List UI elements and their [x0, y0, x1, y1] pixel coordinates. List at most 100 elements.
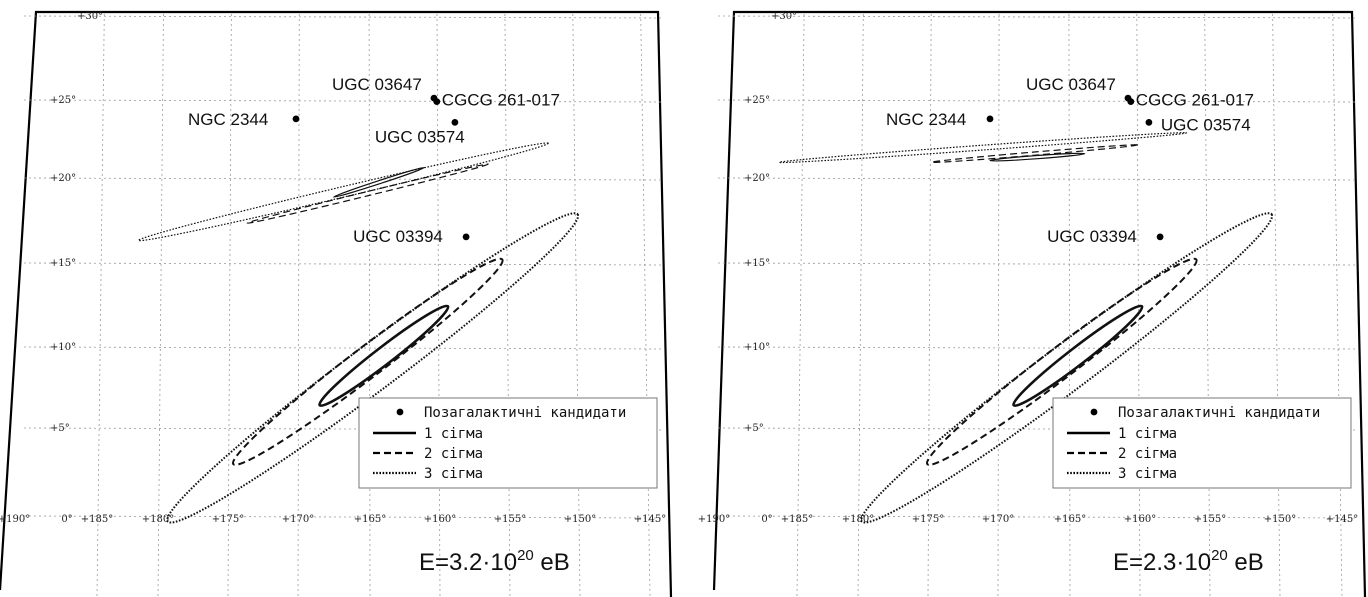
grid-line-h-1	[23, 99, 665, 103]
y-tick-label: +25°	[50, 95, 76, 106]
legend-label-s1: 1 сігма	[424, 426, 483, 442]
y-tick-label: +30°	[771, 11, 797, 22]
x-tick-label: +170°	[282, 514, 314, 525]
legend-label-points: Позагалактичні кандидати	[424, 405, 626, 421]
candidate-label: UGC 03394	[1047, 227, 1137, 246]
x-tick-label: +190°	[0, 514, 30, 525]
ellipse-2-sigma-1	[231, 257, 504, 466]
grid-line-h-5	[717, 427, 1359, 431]
candidate-label: UGC 03647	[1026, 75, 1116, 94]
y-tick-label: +20°	[744, 173, 770, 184]
ellipse-3-sigma-2	[860, 212, 1274, 524]
ellipse-1-sigma-0	[318, 304, 450, 408]
y-tick-label: +5°	[50, 423, 70, 434]
grid-line-h-5	[23, 427, 665, 431]
grid-line-v-0	[796, 13, 805, 597]
legend-point-marker	[396, 408, 404, 416]
x-tick-label: +145°	[634, 514, 666, 525]
grid-line-v-3	[997, 13, 1000, 597]
candidate-point	[1127, 98, 1135, 105]
grid-line-h-6	[717, 515, 1359, 519]
grid-line-h-3	[23, 262, 665, 266]
x-tick-label: +165°	[1054, 514, 1086, 525]
candidate-point	[462, 233, 470, 241]
grid-line-h-1	[717, 99, 1359, 103]
ellipse-2-sigma-4	[246, 163, 489, 224]
grid-line-h-3	[717, 262, 1359, 266]
x-tick-label: 0°	[61, 514, 72, 525]
ellipse-2-sigma-4	[930, 144, 1139, 164]
candidate-label: CGCG 261-017	[1136, 91, 1254, 110]
x-tick-label: +150°	[564, 514, 596, 525]
energy-annotation: E=3.2·1020 eB	[419, 547, 570, 576]
candidate-label: UGC 03574	[375, 127, 465, 146]
plot-frame	[712, 10, 1367, 597]
grid-line-h-2	[717, 177, 1359, 181]
x-tick-label: +155°	[494, 514, 526, 525]
x-tick-label: 0°	[761, 514, 772, 525]
x-tick-label: +180°	[842, 514, 874, 525]
grid-line-v-8	[640, 13, 651, 597]
legend-label-s2: 2 сігма	[424, 446, 483, 462]
candidate-label: NGC 2344	[886, 110, 966, 129]
y-tick-label: +5°	[744, 423, 764, 434]
grid-line-v-6	[504, 13, 511, 597]
legend-label-s3: 3 сігма	[1118, 466, 1177, 482]
grid-line-v-1	[157, 13, 164, 597]
ellipse-1-sigma-0	[1012, 304, 1144, 408]
candidate-point	[292, 115, 300, 123]
x-tick-label: +165°	[354, 514, 386, 525]
energy-annotation: E=2.3·1020 eB	[1113, 547, 1264, 576]
ellipse-3-sigma-5	[778, 132, 1188, 164]
grid-line-v-7	[1272, 13, 1281, 597]
ellipse-2-sigma-1	[925, 257, 1198, 466]
grid-line-v-8	[1332, 13, 1343, 597]
x-tick-label: +190°	[698, 514, 730, 525]
candidate-label: UGC 03394	[353, 227, 443, 246]
y-tick-label: +25°	[744, 95, 770, 106]
grid-line-v-6	[1204, 13, 1211, 597]
grid-line-v-2	[927, 13, 932, 597]
x-tick-label: +175°	[212, 514, 244, 525]
ellipse-1-sigma-3	[333, 166, 425, 198]
candidate-label: UGC 03574	[1161, 115, 1251, 134]
legend: Позагалактичні кандидати 1 сігма 2 сігма 3 …	[1052, 397, 1352, 489]
grid-line-v-4	[1068, 13, 1071, 597]
candidate-label: NGC 2344	[188, 110, 268, 129]
y-tick-label: +15°	[744, 258, 770, 269]
legend-label-points: Позагалактичні кандидати	[1118, 405, 1320, 421]
chart-panel-2: +30° +25° +20° +15° +10° +5° +190° 0° +185° +180°…	[698, 10, 1367, 597]
x-tick-label: +155°	[1194, 514, 1226, 525]
candidate-point	[986, 115, 994, 123]
legend: Позагалактичні кандидати 1 сігма 2 сігма 3 …	[358, 397, 658, 489]
grid-line-h-0	[717, 15, 1359, 19]
legend-point-marker	[1090, 408, 1098, 416]
ellipse-3-sigma-5	[137, 142, 549, 242]
candidate-point	[1156, 233, 1164, 241]
grid-line-v-2	[227, 13, 232, 597]
candidate-label: CGCG 261-017	[442, 91, 560, 110]
y-tick-label: +30°	[77, 11, 103, 22]
x-tick-label: +145°	[1326, 514, 1358, 525]
grid-line-h-0	[23, 15, 665, 19]
grid-line-v-7	[572, 13, 581, 597]
legend-label-s3: 3 сігма	[424, 466, 483, 482]
candidate-label: UGC 03647	[332, 75, 422, 94]
candidate-point	[433, 98, 441, 105]
grid-line-h-6	[23, 515, 665, 519]
x-tick-label: +185°	[81, 514, 113, 525]
x-tick-label: +150°	[1264, 514, 1296, 525]
legend-label-s2: 2 сігма	[1118, 446, 1177, 462]
grid-line-v-0	[96, 13, 105, 597]
y-tick-label: +10°	[744, 342, 770, 353]
ellipse-3-sigma-2	[166, 212, 580, 524]
x-tick-label: +180°	[142, 514, 174, 525]
plot-frame	[0, 10, 673, 597]
grid-line-v-1	[857, 13, 864, 597]
grid-line-h-2	[23, 177, 665, 181]
y-tick-label: +10°	[50, 342, 76, 353]
x-tick-label: +160°	[424, 514, 456, 525]
legend-label-s1: 1 сігма	[1118, 426, 1177, 442]
chart-panel-1: +30° +25° +20° +15° +10° +5° +190° 0° +185° +180°…	[0, 10, 673, 597]
